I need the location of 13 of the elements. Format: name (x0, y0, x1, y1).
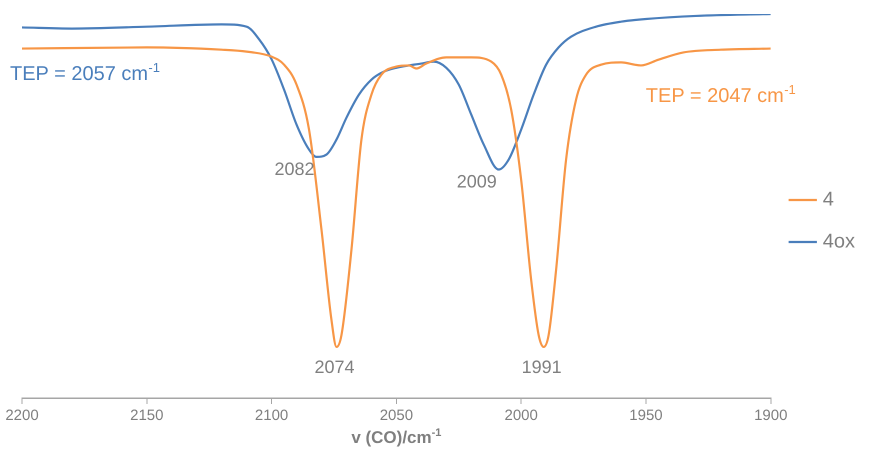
annotation: 1991 (522, 356, 562, 377)
x-tick-label: 2100 (254, 407, 288, 424)
x-tick-label: 2200 (5, 407, 39, 424)
x-tick-label: 2000 (504, 407, 538, 424)
annotation: 2082 (274, 158, 315, 179)
annotation: 2074 (314, 356, 354, 377)
x-tick-label: 1950 (629, 407, 663, 424)
legend-label: 4ox (822, 230, 856, 253)
x-tick-label: 2050 (380, 407, 414, 424)
legend-label: 4 (822, 188, 834, 211)
annotation: 2009 (456, 171, 497, 192)
x-tick-label: 2150 (130, 407, 164, 424)
x-tick-label: 1900 (754, 407, 788, 424)
